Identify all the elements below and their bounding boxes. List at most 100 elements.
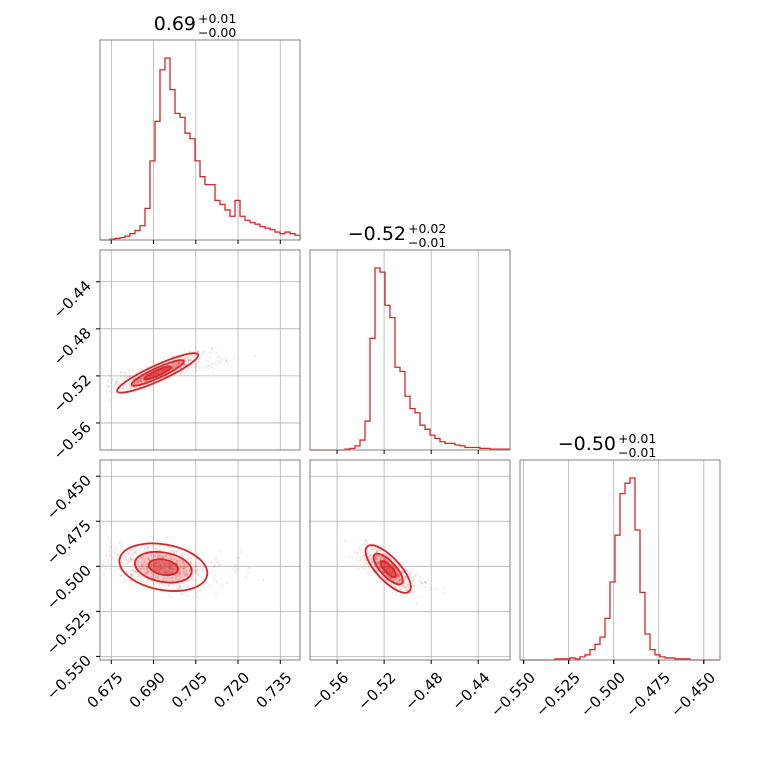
histogram-line-3 <box>520 478 720 660</box>
sample-point <box>104 567 106 569</box>
sample-point <box>113 549 115 551</box>
sample-point <box>187 595 189 597</box>
sample-point <box>185 593 187 595</box>
sample-point <box>131 369 133 371</box>
sample-point <box>359 557 361 559</box>
y-tick-label: −0.44 <box>50 277 95 322</box>
sample-point <box>117 378 119 380</box>
panel-frame <box>310 460 510 660</box>
sample-point <box>120 371 122 373</box>
histogram-panel-1: 0.69 +0.01−0.00 <box>100 11 300 244</box>
sample-point <box>124 578 126 580</box>
x-tick-label: 0.675 <box>83 669 126 712</box>
x-tick-label: −0.500 <box>577 669 629 721</box>
sample-point <box>192 365 194 367</box>
sample-point <box>213 368 215 370</box>
sample-point <box>80 546 82 548</box>
y-tick-label: −0.52 <box>50 371 95 416</box>
sample-point <box>189 368 191 370</box>
sample-point <box>204 587 206 589</box>
sample-point <box>360 559 362 561</box>
sample-point <box>117 568 119 570</box>
sample-point <box>97 382 99 384</box>
sample-point <box>96 383 98 385</box>
sample-point <box>195 369 197 371</box>
sample-point <box>364 562 366 564</box>
sample-point <box>220 361 222 363</box>
sample-point <box>116 554 118 556</box>
sample-point <box>213 574 215 576</box>
sample-point <box>102 382 104 384</box>
sample-point <box>109 546 111 548</box>
y-tick-label: −0.525 <box>43 606 95 658</box>
histogram-panel-3: −0.50 +0.01−0.01 <box>520 431 720 664</box>
sample-point <box>414 575 416 577</box>
sample-point <box>212 578 214 580</box>
scatter-points <box>344 539 446 604</box>
sample-point <box>233 357 235 359</box>
sample-point <box>234 571 236 573</box>
sample-point <box>94 556 96 558</box>
sample-point <box>247 567 249 569</box>
sample-point <box>218 362 220 364</box>
sample-point <box>221 358 223 360</box>
sample-point <box>210 562 212 564</box>
sample-point <box>219 564 221 566</box>
sample-point <box>415 602 417 604</box>
sample-point <box>221 584 223 586</box>
sample-point <box>126 376 128 378</box>
sample-point <box>409 573 411 575</box>
sample-point <box>107 560 109 562</box>
sample-point <box>197 350 199 352</box>
sample-point <box>422 577 424 579</box>
sample-point <box>216 356 218 358</box>
sample-point <box>108 551 110 553</box>
sample-point <box>155 539 157 541</box>
panel-frame <box>100 40 300 240</box>
sample-point <box>115 383 117 385</box>
y-tick-label: −0.475 <box>43 516 95 568</box>
sample-point <box>211 571 213 573</box>
sample-point <box>434 588 436 590</box>
sample-point <box>419 580 421 582</box>
sample-point <box>103 573 105 575</box>
sample-point <box>419 575 421 577</box>
x-tick-label: −0.475 <box>622 669 674 721</box>
histogram-panel-2: −0.52 +0.02−0.01 <box>310 221 510 454</box>
sample-point <box>215 351 217 353</box>
sample-point <box>208 365 210 367</box>
sample-point <box>211 362 213 364</box>
sample-point <box>362 554 364 556</box>
sample-point <box>344 540 346 542</box>
sample-point <box>361 567 363 569</box>
sample-point <box>357 560 359 562</box>
sample-point <box>402 595 404 597</box>
sample-point <box>111 391 113 393</box>
sample-point <box>358 546 360 548</box>
sample-point <box>124 374 126 376</box>
sample-point <box>108 390 110 392</box>
sample-point <box>112 378 114 380</box>
sample-point <box>218 562 220 564</box>
sample-point <box>225 359 227 361</box>
sample-point <box>218 355 220 357</box>
sample-point <box>364 544 366 546</box>
sample-point <box>186 369 188 371</box>
sample-point <box>391 592 393 594</box>
sample-point <box>424 580 426 582</box>
sample-point <box>197 360 199 362</box>
title-upper-error: +0.01 <box>198 11 236 26</box>
sample-point <box>367 572 369 574</box>
sample-point <box>181 594 183 596</box>
sample-point <box>96 550 98 552</box>
sample-point <box>90 557 92 559</box>
sample-point <box>348 556 350 558</box>
title-lower-error: −0.01 <box>408 235 446 250</box>
sample-point <box>109 554 111 556</box>
sample-point <box>247 571 249 573</box>
x-tick-label: −0.56 <box>307 669 352 714</box>
sample-point <box>119 574 121 576</box>
sample-point <box>199 367 201 369</box>
sample-point <box>254 355 256 357</box>
sample-point <box>363 564 365 566</box>
